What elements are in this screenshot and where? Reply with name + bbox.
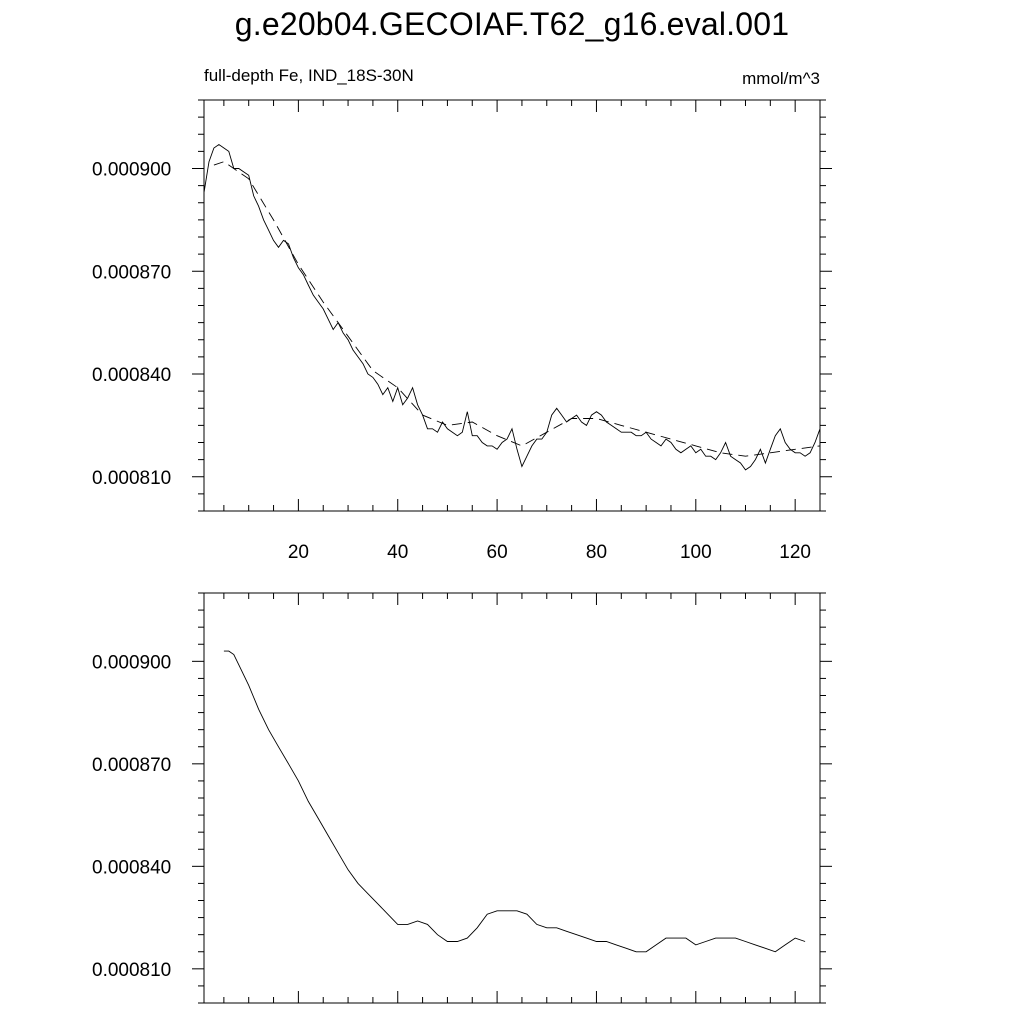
solid-series-line: [203, 143, 821, 471]
x-tick-label: 60: [487, 542, 508, 563]
x-tick-label: 80: [586, 542, 607, 563]
dashed-series-line: [213, 161, 821, 457]
y-tick-label: 0.000840: [92, 857, 171, 878]
y-tick-label: 0.000900: [92, 160, 171, 181]
x-tick-label: 120: [779, 542, 811, 563]
y-tick-label: 0.000900: [92, 652, 171, 673]
x-tick-label: 40: [387, 542, 408, 563]
units-label: mmol/m^3: [742, 69, 820, 88]
plot-frame: [203, 592, 821, 1004]
y-tick-label: 0.000870: [92, 262, 171, 283]
x-tick-label: 100: [680, 542, 712, 563]
top-panel: 0.000810 0.000840 0.000870 0.000900 20 40 60 80…: [92, 99, 832, 563]
plot-frame: [203, 99, 821, 512]
solid-series-line: [223, 650, 806, 953]
bottom-panel: 0.000810 0.000840 0.000870 0.000900: [92, 592, 832, 1004]
y-tick-label: 0.000810: [92, 960, 171, 981]
panel-left-label: full-depth Fe, IND_18S-30N: [204, 66, 414, 85]
x-tick-label: 20: [288, 542, 309, 563]
y-tick-label: 0.000870: [92, 755, 171, 776]
y-tick-label: 0.000840: [92, 365, 171, 386]
page-title: g.e20b04.GECOIAF.T62_g16.eval.001: [234, 6, 790, 42]
y-tick-label: 0.000810: [92, 468, 171, 489]
